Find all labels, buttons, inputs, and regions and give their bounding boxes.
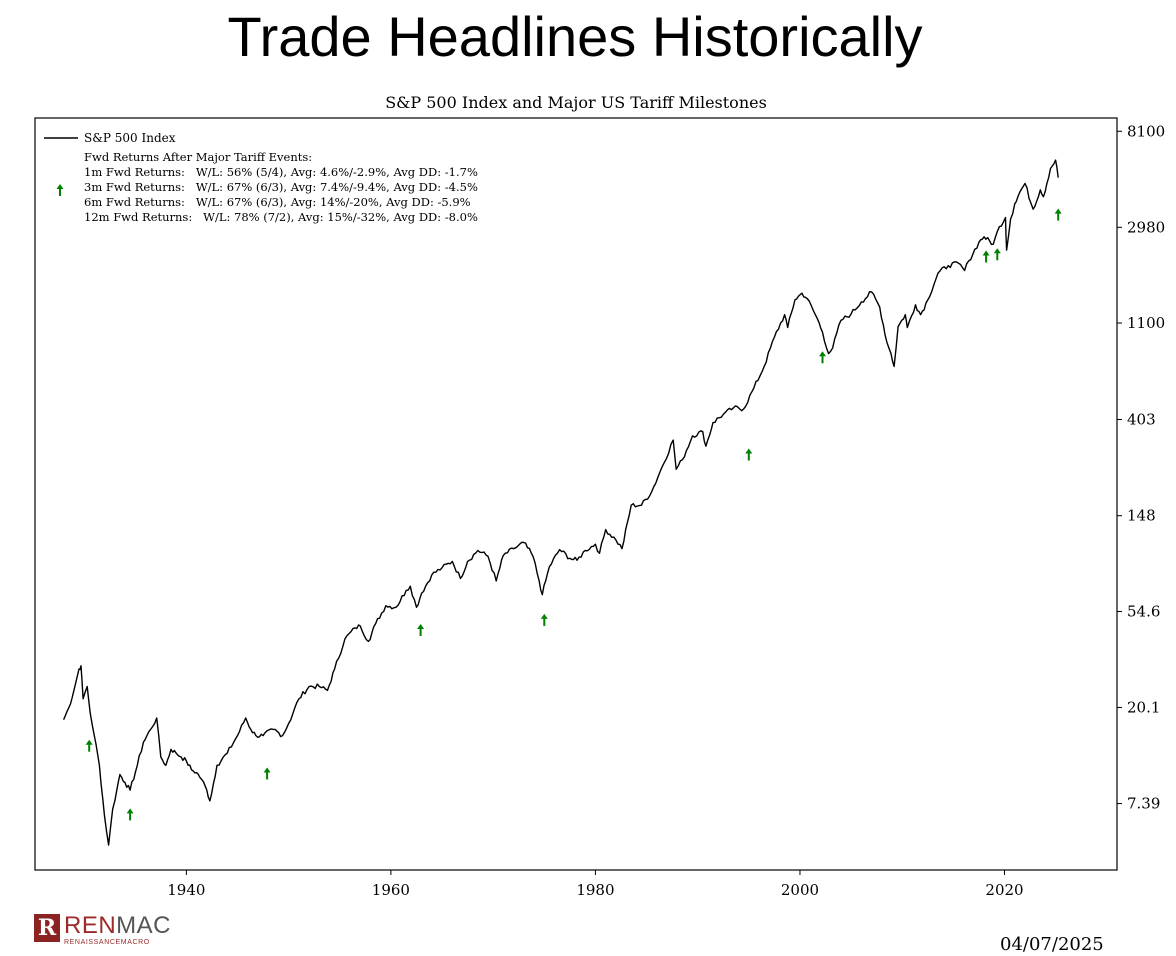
legend-stat-3m: 3m Fwd Returns: W/L: 67% (6/3), Avg: 7.4…	[84, 180, 478, 194]
tariff-event-arrow-icon	[1054, 208, 1062, 221]
x-tick-label: 1940	[167, 881, 205, 899]
x-tick-label: 2000	[781, 881, 819, 899]
y-tick-label: 20.1	[1127, 698, 1160, 716]
y-tick-label: 1100	[1127, 314, 1165, 332]
chart-title: S&P 500 Index and Major US Tariff Milest…	[385, 93, 767, 112]
y-tick-label: 148	[1127, 507, 1156, 525]
plot-frame	[34, 117, 1118, 871]
tariff-event-arrow-icon	[540, 613, 548, 626]
slide-title: Trade Headlines Historically	[227, 5, 923, 68]
x-tick-label: 2020	[985, 881, 1023, 899]
legend-stats-header: Fwd Returns After Major Tariff Events:	[84, 150, 312, 164]
x-tick-label: 1960	[372, 881, 410, 899]
y-axis: 8100 2980 1100 403 148 54.6 20.1 7.39	[1117, 122, 1165, 813]
logo-name-mac: MAC	[116, 912, 172, 939]
legend-stat-1m: 1m Fwd Returns: W/L: 56% (5/4), Avg: 4.6…	[84, 165, 478, 179]
x-axis: 1940 1960 1980 2000 2020	[167, 870, 1024, 899]
tariff-event-arrow-icon	[745, 448, 753, 461]
tariff-event-arrow-icon	[263, 767, 271, 780]
tariff-event-arrow-icon	[819, 351, 826, 364]
logo-name-ren: REN	[64, 912, 117, 939]
y-tick-label: 7.39	[1127, 795, 1160, 813]
logo-name: RENMAC	[64, 914, 171, 938]
legend: S&P 500 Index Fwd Returns After Major Ta…	[44, 131, 478, 224]
legend-stat-6m: 6m Fwd Returns: W/L: 67% (6/3), Avg: 14%…	[84, 195, 471, 209]
sp500-series-line	[62, 159, 1059, 846]
tariff-events	[85, 208, 1062, 821]
y-tick-label: 54.6	[1127, 602, 1160, 620]
tariff-event-arrow-icon	[993, 248, 1001, 261]
logo-subtitle: RENAISSANCEMACRO	[64, 939, 150, 946]
y-tick-label: 8100	[1127, 122, 1165, 140]
tariff-event-arrow-icon	[85, 739, 93, 752]
tariff-event-arrow-icon	[126, 808, 134, 821]
report-date: 04/07/2025	[1000, 934, 1104, 955]
y-tick-label: 2980	[1127, 218, 1165, 236]
series-layer	[62, 159, 1059, 846]
renmac-logo: R RENMAC RENAISSANCEMACRO	[34, 914, 171, 946]
renmac-logo-mark-icon: R	[34, 914, 60, 942]
tariff-event-arrow-icon	[982, 250, 990, 263]
x-tick-label: 1980	[576, 881, 614, 899]
tariff-event-arrow-icon	[417, 624, 425, 636]
legend-arrow-icon	[56, 184, 64, 196]
y-tick-label: 403	[1127, 410, 1156, 428]
legend-stat-12m: 12m Fwd Returns: W/L: 78% (7/2), Avg: 15…	[84, 210, 478, 224]
legend-series-label: S&P 500 Index	[84, 131, 176, 145]
